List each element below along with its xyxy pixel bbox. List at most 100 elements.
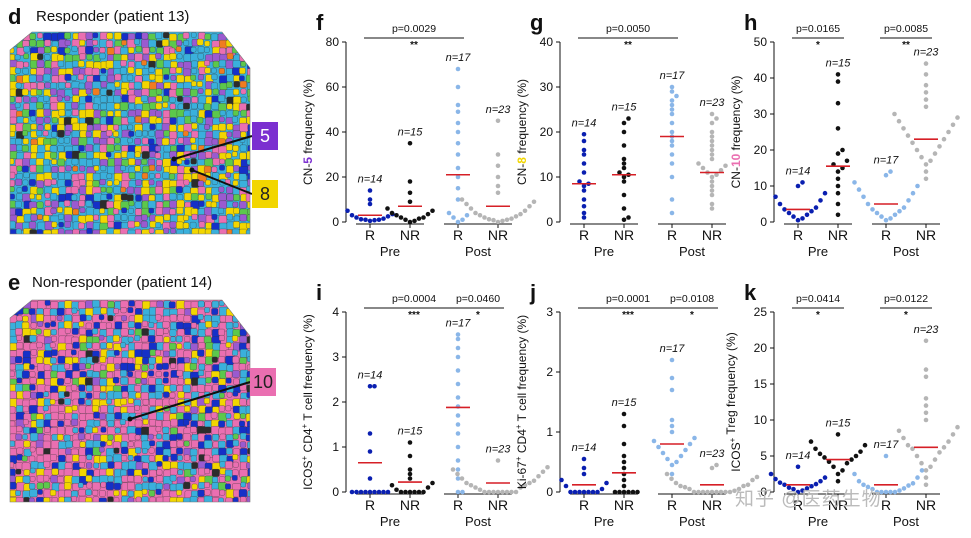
tissue-cell [114, 32, 122, 40]
tissue-cell [58, 109, 66, 117]
data-point-post-r [451, 215, 456, 220]
tissue-cell [71, 236, 76, 241]
tissue-cell [191, 80, 197, 87]
tissue-cell [204, 489, 211, 496]
tissue-cell [245, 413, 250, 423]
data-point-post-r [669, 111, 675, 117]
tissue-cell [100, 441, 106, 447]
tissue-cell [85, 425, 93, 434]
tissue-cell [205, 356, 214, 365]
x-tick-label: NR [488, 227, 508, 243]
tissue-cell [43, 364, 51, 371]
tissue-cell [240, 481, 246, 488]
tissue-cell [170, 406, 177, 414]
tissue-cell [127, 307, 134, 313]
data-point-post-nr [914, 453, 920, 459]
tissue-cell [23, 448, 32, 457]
y-label-badge: 8 [515, 157, 529, 164]
tissue-cell [135, 496, 142, 502]
tissue-cell [176, 221, 184, 229]
data-point-post-nr [527, 203, 532, 209]
tissue-cell [218, 335, 225, 341]
tissue-cell [134, 151, 141, 158]
tissue-cell [134, 440, 143, 449]
significance-stars: ** [624, 40, 632, 51]
data-point-post-nr [946, 129, 951, 135]
n-label: n=14 [358, 369, 383, 381]
tissue-cell [169, 208, 176, 215]
tissue-cell [156, 180, 163, 188]
tissue-cell [29, 364, 35, 370]
tissue-cell [134, 159, 142, 166]
data-point-post-nr [709, 206, 715, 211]
tissue-cell [175, 88, 184, 97]
tissue-cell [247, 300, 250, 307]
tissue-cell [121, 117, 129, 126]
tissue-cell [50, 88, 57, 96]
data-point-pre-r [577, 179, 582, 184]
data-point-pre-r [804, 212, 810, 218]
tissue-cell [30, 467, 36, 474]
tissue-cell [239, 214, 247, 222]
data-point-post-nr [504, 217, 510, 223]
tissue-cell [232, 145, 239, 152]
tissue-cell [100, 427, 107, 433]
data-point-post-nr [518, 211, 523, 217]
tissue-cell [10, 38, 18, 47]
x-tick-label: NR [614, 227, 634, 243]
tissue-cell [23, 96, 30, 103]
tissue-cell [183, 301, 192, 309]
tissue-cell [114, 110, 122, 118]
tissue-cell [183, 102, 190, 110]
data-point-post-r [906, 483, 911, 488]
tissue-cell [233, 75, 241, 82]
tissue-cell [36, 194, 42, 200]
tissue-cell [92, 103, 99, 110]
tissue-cell [135, 208, 143, 216]
tissue-cell [225, 377, 232, 384]
tissue-cell [148, 482, 157, 491]
tissue-cell [204, 33, 211, 40]
tissue-cell [219, 116, 225, 123]
data-point-pre-r [572, 489, 578, 495]
tissue-cell [30, 123, 37, 130]
tissue-cell [106, 342, 113, 349]
tissue-cell [64, 221, 71, 228]
tissue-cell [233, 237, 240, 242]
data-point-post-r [892, 212, 898, 218]
tissue-cell [57, 60, 65, 67]
tissue-cell [247, 124, 250, 131]
tissue-cell [233, 221, 240, 228]
tissue-cell [239, 80, 247, 88]
tissue-cell [155, 378, 163, 385]
p-value-label: p=0.0108 [670, 293, 714, 305]
data-point-pre-r [773, 476, 778, 482]
tissue-cell [52, 504, 58, 510]
tissue-cell [154, 335, 163, 344]
tissue-cell [232, 497, 239, 502]
tissue-cell [127, 137, 133, 144]
tissue-cell [211, 469, 220, 477]
tissue-cell [203, 103, 211, 111]
tissue-cell [86, 228, 93, 234]
tissue-cell [148, 194, 156, 202]
tissue-cell [79, 327, 87, 335]
data-point-post-nr [709, 192, 715, 198]
tissue-cell [50, 489, 57, 496]
significance-stars: * [476, 310, 480, 321]
tissue-cell [189, 221, 197, 229]
tissue-cell [155, 117, 162, 124]
tissue-cell [105, 60, 114, 69]
tissue-cell [219, 75, 228, 84]
tissue-cell [84, 433, 91, 440]
data-point-pre-nr [835, 126, 841, 131]
tissue-cell [121, 159, 129, 167]
data-point-pre-nr [813, 446, 818, 452]
tissue-cell [31, 505, 40, 510]
tissue-cell [204, 110, 213, 119]
tissue-cell [79, 207, 86, 213]
data-point-post-r [455, 395, 461, 400]
tissue-cell [107, 47, 115, 55]
tissue-cell [247, 165, 250, 171]
data-point-post-r [460, 489, 465, 495]
